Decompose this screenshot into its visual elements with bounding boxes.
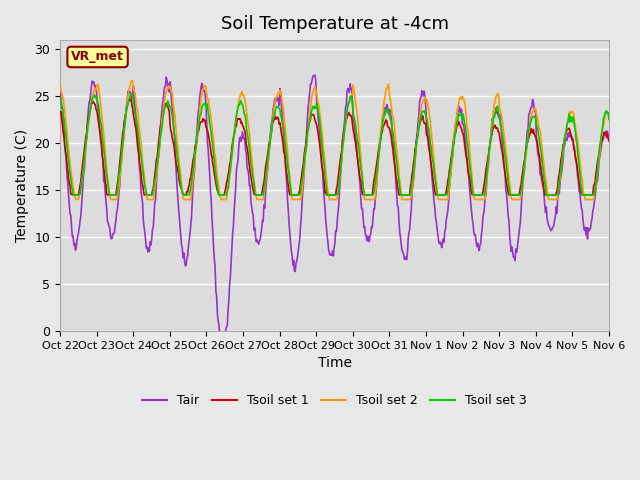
Tair	[123, 104, 131, 109]
Tair	[66, 211, 74, 217]
Tsoil set 1	[124, 104, 131, 109]
Tsoil set 1	[66, 183, 74, 189]
Text: VR_met: VR_met	[71, 50, 124, 63]
Line: Tsoil set 2: Tsoil set 2	[60, 81, 609, 200]
Tsoil set 1	[68, 192, 76, 198]
Tair	[179, 245, 186, 251]
Tsoil set 1	[127, 96, 135, 102]
Line: Tsoil set 3: Tsoil set 3	[60, 94, 609, 195]
Tair	[419, 90, 426, 96]
Tsoil set 3	[124, 102, 131, 108]
Tsoil set 2	[403, 197, 410, 203]
Tair	[56, 87, 64, 93]
Tsoil set 1	[56, 109, 64, 115]
Tair	[403, 257, 410, 263]
Tsoil set 2	[72, 197, 80, 203]
Tsoil set 3	[605, 117, 612, 122]
Tair	[207, 198, 215, 204]
Tsoil set 2	[124, 99, 131, 105]
Tsoil set 1	[419, 113, 426, 119]
Tair	[605, 135, 612, 141]
Line: Tair: Tair	[60, 75, 609, 351]
Tsoil set 1	[403, 192, 410, 198]
Tsoil set 2	[56, 82, 64, 87]
X-axis label: Time: Time	[317, 356, 351, 370]
Tair	[310, 72, 317, 78]
Tsoil set 3	[403, 192, 410, 198]
Tsoil set 3	[66, 171, 74, 177]
Legend: Tair, Tsoil set 1, Tsoil set 2, Tsoil set 3: Tair, Tsoil set 1, Tsoil set 2, Tsoil se…	[137, 389, 532, 412]
Tsoil set 3	[180, 192, 188, 198]
Title: Soil Temperature at -4cm: Soil Temperature at -4cm	[221, 15, 449, 33]
Tsoil set 1	[209, 161, 216, 167]
Tsoil set 3	[56, 97, 64, 103]
Tsoil set 1	[180, 192, 188, 197]
Tsoil set 2	[419, 99, 426, 105]
Y-axis label: Temperature (C): Temperature (C)	[15, 129, 29, 242]
Tsoil set 2	[209, 132, 216, 138]
Line: Tsoil set 1: Tsoil set 1	[60, 99, 609, 195]
Tair	[219, 348, 227, 354]
Tsoil set 1	[605, 138, 612, 144]
Tsoil set 3	[127, 91, 135, 97]
Tsoil set 2	[66, 161, 74, 167]
Tsoil set 3	[419, 108, 426, 114]
Tsoil set 2	[128, 78, 136, 84]
Tsoil set 3	[209, 144, 216, 149]
Tsoil set 3	[69, 192, 77, 198]
Tsoil set 2	[605, 112, 612, 118]
Tsoil set 2	[180, 197, 188, 203]
